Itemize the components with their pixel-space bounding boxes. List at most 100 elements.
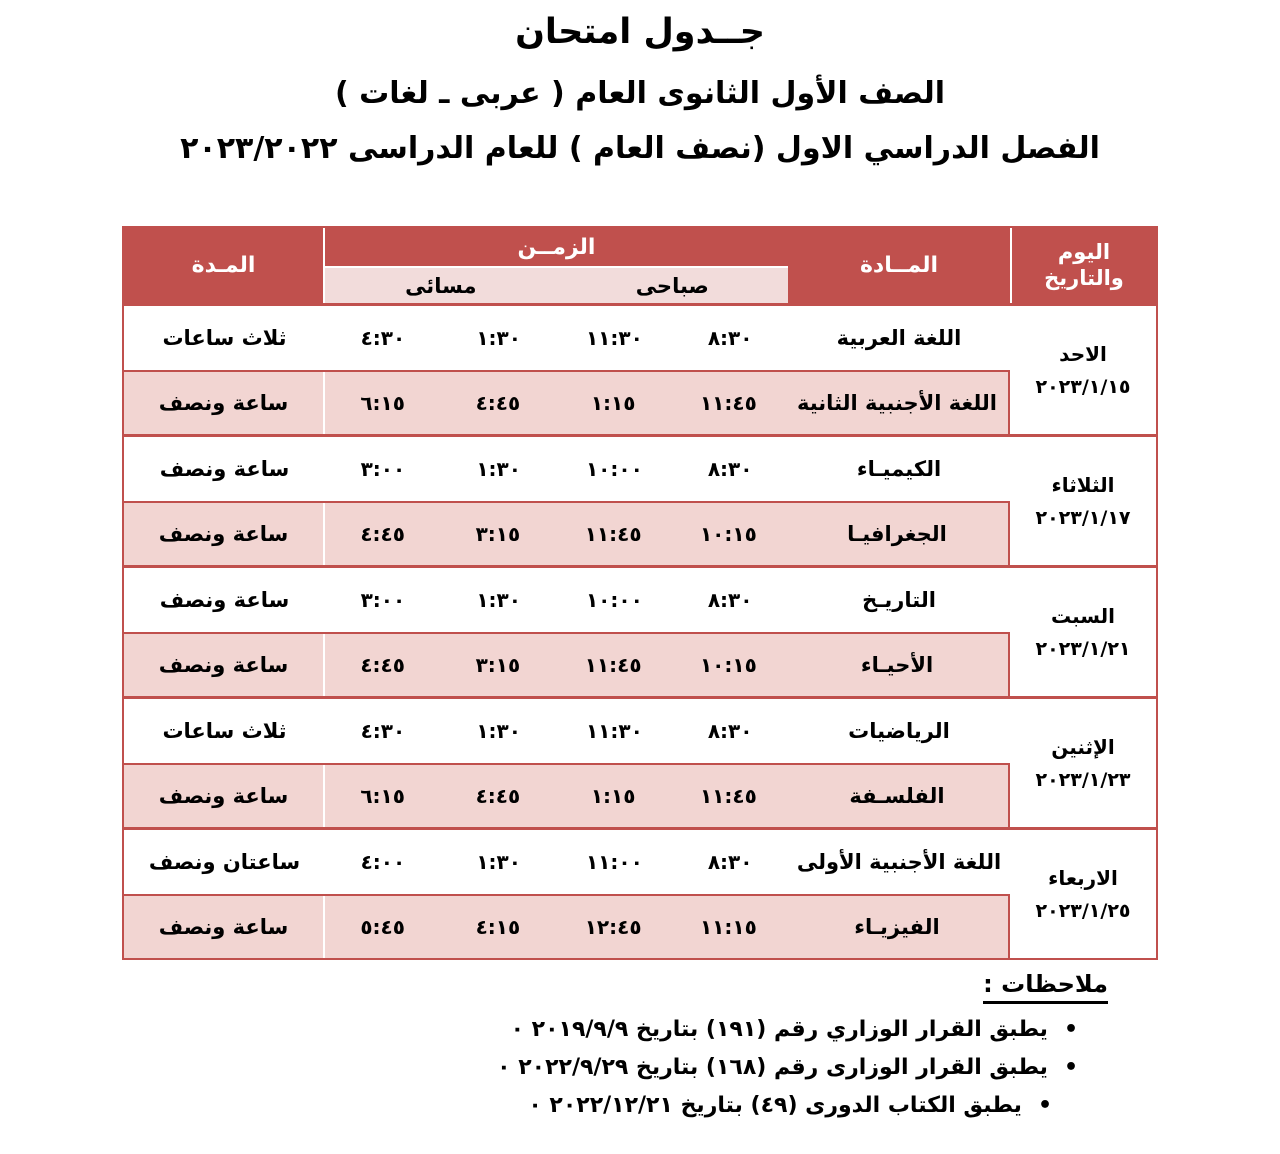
exam-schedule-table: اليوم والتاريخ المــادة الزمــن صباحى مس… (122, 226, 1158, 960)
page-subtitle-term: الفصل الدراسي الاول (نصف العام ) للعام ا… (180, 131, 1100, 166)
day-cell: السبت ٢٠٢٣/١/٢١ (1010, 568, 1156, 696)
time-cell: ٣:١٥ (475, 522, 521, 546)
time-cell: ٤:٠٠ (360, 850, 406, 874)
day-group-monday: الإثنين ٢٠٢٣/١/٢٣ الرياضيات ٨:٣٠ ١١:٣٠ ١… (124, 696, 1156, 827)
duration-cell: ساعة ونصف (124, 896, 325, 958)
header-day-line1: اليوم (1057, 240, 1111, 265)
header-time-subrow: صباحى مسائى (325, 266, 788, 303)
header-duration: المـدة (124, 228, 325, 303)
table-row: الفلسـفة ١١:٤٥ ١:١٥ ٤:٤٥ ٦:١٥ ساعة ونصف (124, 763, 1010, 827)
duration-cell: ساعة ونصف (124, 634, 325, 696)
note-item: • يطبق الكتاب الدورى (٤٩) بتاريخ ٢٠٢٢/١٢… (0, 1093, 1078, 1118)
table-row: الفيزيـاء ١١:١٥ ١٢:٤٥ ٤:١٥ ٥:٤٥ ساعة ونص… (124, 894, 1010, 958)
day-rows: التاريـخ ٨:٣٠ ١٠:٠٠ ١:٣٠ ٣:٠٠ ساعة ونصف … (124, 568, 1010, 696)
page-title: جــدول امتحان (515, 12, 765, 52)
table-row: اللغة العربية ٨:٣٠ ١١:٣٠ ١:٣٠ ٤:٣٠ ثلاث … (124, 306, 1010, 370)
subject-cell: الكيميـاء (856, 457, 942, 481)
note-text: يطبق الكتاب الدورى (٤٩) بتاريخ ٢٠٢٢/١٢/٢… (528, 1093, 1022, 1118)
table-row: الكيميـاء ٨:٣٠ ١٠:٠٠ ١:٣٠ ٣:٠٠ ساعة ونصف (124, 437, 1010, 501)
time-cell: ١:٣٠ (476, 719, 521, 743)
subject-cell: الفيزيـاء (854, 915, 940, 939)
day-date: ٢٠٢٣/١/١٥ (1035, 376, 1131, 398)
day-date: ٢٠٢٣/١/٢١ (1035, 638, 1131, 660)
day-group-tuesday: الثلاثاء ٢٠٢٣/١/١٧ الكيميـاء ٨:٣٠ ١٠:٠٠ … (124, 434, 1156, 565)
time-cell: ٤:٣٠ (360, 326, 406, 350)
duration-cell: ساعة ونصف (124, 372, 325, 434)
bullet-icon: • (1063, 1017, 1078, 1042)
time-cell: ٦:١٥ (360, 391, 405, 415)
day-name: الاحد (1059, 342, 1107, 366)
header-time-group: الزمــن صباحى مسائى (325, 228, 788, 303)
time-cell: ١:٣٠ (476, 588, 521, 612)
header-day-line2: والتاريخ (1044, 265, 1124, 290)
day-name: الإثنين (1051, 735, 1115, 759)
subject-cell: التاريـخ (862, 588, 936, 612)
subject-cell: الجغرافيـا (847, 522, 947, 546)
page-subtitle-grade: الصف الأول الثانوى العام ( عربى ـ لغات ) (334, 76, 946, 111)
time-cell: ١:١٥ (590, 391, 636, 415)
time-cell: ٨:٣٠ (707, 457, 753, 481)
time-cell: ١:٣٠ (476, 850, 521, 874)
header-time: الزمــن (517, 234, 596, 260)
time-cell: ١١:٣٠ (585, 719, 643, 743)
day-rows: الكيميـاء ٨:٣٠ ١٠:٠٠ ١:٣٠ ٣:٠٠ ساعة ونصف… (124, 437, 1010, 565)
duration-cell: ثلاث ساعات (162, 326, 287, 350)
header-subject: المــادة (859, 253, 939, 278)
time-cell: ١:٣٠ (476, 326, 521, 350)
day-group-saturday: السبت ٢٠٢٣/١/٢١ التاريـخ ٨:٣٠ ١٠:٠٠ ١:٣٠… (124, 565, 1156, 696)
time-cell: ١:١٥ (590, 784, 636, 808)
day-rows: اللغة العربية ٨:٣٠ ١١:٣٠ ١:٣٠ ٤:٣٠ ثلاث … (124, 306, 1010, 434)
time-cell: ٤:٤٥ (475, 391, 521, 415)
time-cell: ٤:٤٥ (360, 653, 405, 677)
day-rows: اللغة الأجنبية الأولى ٨:٣٠ ١١:٠٠ ١:٣٠ ٤:… (124, 830, 1010, 958)
time-cell: ١١:٤٥ (699, 391, 757, 415)
duration-cell: ساعة ونصف (159, 588, 290, 612)
subject-cell: الفلسـفة (849, 784, 945, 808)
notes-heading: ملاحظات : (983, 970, 1108, 1004)
time-cell: ١٠:١٥ (699, 653, 757, 677)
note-item: • يطبق القرار الوزاري رقم (١٩١) بتاريخ ٢… (0, 1017, 1078, 1042)
time-cell: ٦:١٥ (360, 784, 405, 808)
time-cell: ١٠:١٥ (699, 522, 757, 546)
time-cell: ٣:١٥ (475, 653, 521, 677)
time-cell: ٨:٣٠ (707, 719, 753, 743)
day-cell: الإثنين ٢٠٢٣/١/٢٣ (1010, 699, 1156, 827)
time-cell: ١١:٠٠ (585, 850, 643, 874)
time-cell: ١٢:٤٥ (584, 915, 642, 939)
day-name: الثلاثاء (1051, 473, 1115, 497)
time-cell: ١١:٤٥ (584, 653, 642, 677)
day-rows: الرياضيات ٨:٣٠ ١١:٣٠ ١:٣٠ ٤:٣٠ ثلاث ساعا… (124, 699, 1010, 827)
table-row: التاريـخ ٨:٣٠ ١٠:٠٠ ١:٣٠ ٣:٠٠ ساعة ونصف (124, 568, 1010, 632)
bullet-icon: • (1063, 1055, 1078, 1080)
duration-cell: ساعة ونصف (159, 457, 290, 481)
time-cell: ١١:١٥ (699, 915, 757, 939)
notes-list: • يطبق القرار الوزاري رقم (١٩١) بتاريخ ٢… (0, 1017, 1108, 1118)
time-cell: ١١:٤٥ (584, 522, 642, 546)
table-row: الرياضيات ٨:٣٠ ١١:٣٠ ١:٣٠ ٤:٣٠ ثلاث ساعا… (124, 699, 1010, 763)
header-evening: مسائى (405, 273, 477, 298)
day-date: ٢٠٢٣/١/٢٣ (1035, 769, 1131, 791)
note-text: يطبق القرار الوزارى رقم (١٦٨) بتاريخ ٢٠٢… (497, 1055, 1048, 1080)
day-cell: الاحد ٢٠٢٣/١/١٥ (1010, 306, 1156, 434)
time-cell: ٨:٣٠ (707, 326, 753, 350)
time-cell: ٤:١٥ (475, 915, 521, 939)
table-header-row: اليوم والتاريخ المــادة الزمــن صباحى مس… (124, 228, 1156, 303)
duration-cell: ساعة ونصف (124, 503, 325, 565)
header-day-date: اليوم والتاريخ (1010, 228, 1156, 303)
day-date: ٢٠٢٣/١/٢٥ (1035, 900, 1131, 922)
time-cell: ٨:٣٠ (707, 850, 753, 874)
table-row: اللغة الأجنبية الأولى ٨:٣٠ ١١:٠٠ ١:٣٠ ٤:… (124, 830, 1010, 894)
time-cell: ٤:٣٠ (360, 719, 406, 743)
header-morning: صباحى (635, 273, 709, 298)
day-cell: الثلاثاء ٢٠٢٣/١/١٧ (1010, 437, 1156, 565)
subject-cell: اللغة الأجنبية الثانية (796, 391, 998, 415)
table-row: الجغرافيـا ١٠:١٥ ١١:٤٥ ٣:١٥ ٤:٤٥ ساعة ون… (124, 501, 1010, 565)
time-cell: ٨:٣٠ (707, 588, 753, 612)
time-cell: ١٠:٠٠ (585, 457, 643, 481)
subject-cell: الأحيـاء (860, 653, 934, 677)
time-cell: ١١:٣٠ (585, 326, 643, 350)
subject-cell: اللغة العربية (836, 326, 962, 350)
time-cell: ١١:٤٥ (699, 784, 757, 808)
document-header: جــدول امتحان الصف الأول الثانوى العام (… (0, 0, 1280, 166)
day-group-sunday: الاحد ٢٠٢٣/١/١٥ اللغة العربية ٨:٣٠ ١١:٣٠… (124, 303, 1156, 434)
